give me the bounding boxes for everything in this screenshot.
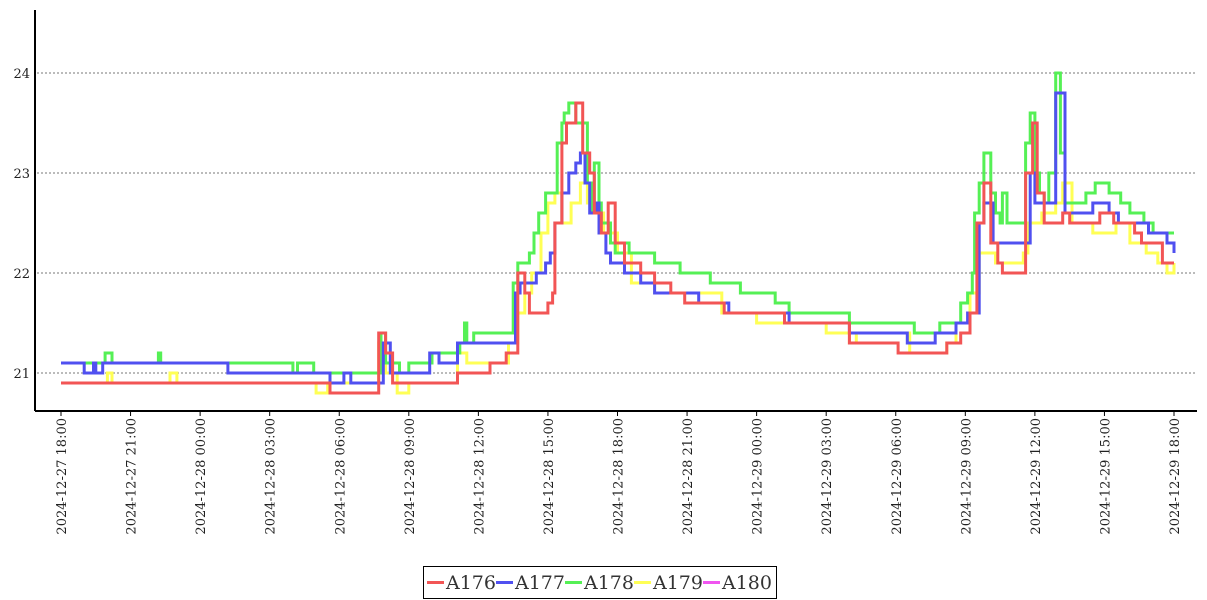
legend: A176 A177 A178 A179 A180 <box>423 566 777 599</box>
x-tick-label: 2024-12-28 03:00 <box>264 418 279 535</box>
y-tick-label: 23 <box>13 167 30 182</box>
legend-label: A177 <box>515 571 565 594</box>
x-tick-label: 2024-12-29 09:00 <box>959 418 974 535</box>
legend-item-a180[interactable]: A180 <box>703 572 772 594</box>
x-tick-label: 2024-12-29 12:00 <box>1029 418 1044 535</box>
legend-item-a176[interactable]: A176 <box>427 572 496 594</box>
x-tick-label: 2024-12-29 06:00 <box>890 418 905 535</box>
x-tick-label: 2024-12-28 18:00 <box>612 418 627 535</box>
x-tick-label: 2024-12-27 18:00 <box>55 418 70 535</box>
series-lines <box>61 71 1176 395</box>
legend-item-a178[interactable]: A178 <box>565 572 634 594</box>
y-tick-label: 21 <box>13 367 30 382</box>
legend-swatch <box>496 581 513 584</box>
x-tick-label: 2024-12-28 00:00 <box>194 418 209 535</box>
legend-item-a177[interactable]: A177 <box>496 572 565 594</box>
x-tick-label: 2024-12-28 15:00 <box>542 418 557 535</box>
legend-label: A176 <box>446 571 496 594</box>
x-tick-label: 2024-12-28 09:00 <box>403 418 418 535</box>
legend-swatch <box>634 581 651 584</box>
legend-item-a179[interactable]: A179 <box>634 572 703 594</box>
x-tick-label: 2024-12-28 06:00 <box>333 418 348 535</box>
legend-swatch <box>703 581 720 584</box>
legend-swatch <box>565 581 582 584</box>
x-tick-label: 2024-12-28 12:00 <box>472 418 487 535</box>
y-tick-label: 22 <box>13 267 30 282</box>
legend-swatch <box>427 581 444 584</box>
x-tick-label: 2024-12-28 21:00 <box>681 418 696 535</box>
y-axis-tick-labels: 21 22 23 24 <box>13 67 30 382</box>
x-tick-label: 2024-12-29 15:00 <box>1098 418 1113 535</box>
legend-label: A179 <box>653 571 703 594</box>
series-line-a178 <box>61 71 1174 375</box>
x-tick-label: 2024-12-27 21:00 <box>125 418 140 535</box>
legend-label: A180 <box>722 571 772 594</box>
x-tick-label: 2024-12-29 03:00 <box>820 418 835 535</box>
legend-label: A178 <box>584 571 634 594</box>
x-tick-label: 2024-12-29 00:00 <box>751 418 766 535</box>
x-tick-label: 2024-12-29 18:00 <box>1168 418 1183 535</box>
y-tick-label: 24 <box>13 67 30 82</box>
x-axis-ticks: 2024-12-27 18:00 2024-12-27 21:00 2024-12-… <box>55 411 1183 535</box>
series-line-a176 <box>61 101 1174 395</box>
